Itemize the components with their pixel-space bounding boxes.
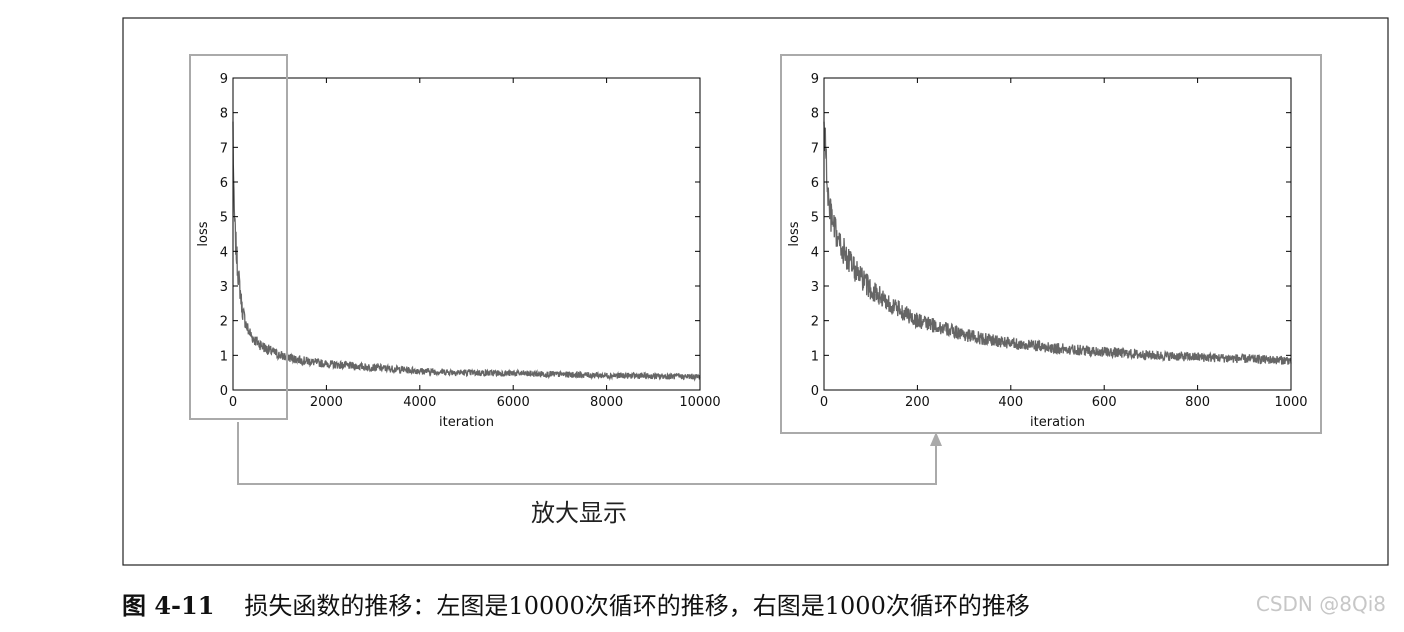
y-tick-label: 8: [811, 107, 819, 122]
y-axis-label: loss: [196, 221, 211, 246]
watermark: CSDN @8Qi8: [1255, 592, 1386, 616]
x-tick-label: 600: [1092, 395, 1117, 410]
x-tick-label: 2000: [310, 395, 343, 410]
y-tick-label: 6: [811, 176, 819, 191]
caption-text: 损失函数的推移：左图是10000次循环的推移，右图是1000次循环的推移: [244, 592, 1030, 620]
plot-area-frame: [232, 77, 701, 391]
y-axis-label: loss: [787, 221, 802, 246]
y-tick-label: 8: [220, 107, 228, 122]
y-tick-label: 3: [220, 280, 228, 295]
zoomed-chart-frame: [780, 54, 1322, 434]
x-tick-label: 800: [1185, 395, 1210, 410]
y-tick-label: 7: [811, 141, 819, 156]
x-tick-label: 0: [820, 395, 828, 410]
y-tick-label: 4: [811, 245, 819, 260]
figure-caption: 图 4-11 损失函数的推移：左图是10000次循环的推移，右图是1000次循环的…: [122, 586, 1030, 626]
y-tick-label: 2: [811, 315, 819, 330]
zoom-connector-line: [237, 422, 937, 485]
y-tick-label: 4: [220, 245, 228, 260]
x-tick-label: 400: [998, 395, 1023, 410]
y-tick-label: 1: [811, 349, 819, 364]
x-tick-label: 10000: [679, 395, 720, 410]
y-tick-label: 5: [811, 211, 819, 226]
caption-label: 图 4-11: [122, 591, 215, 620]
y-tick-label: 1: [220, 349, 228, 364]
x-tick-label: 200: [905, 395, 930, 410]
outer-frame: [122, 17, 1389, 566]
plot-area-frame: [823, 77, 1292, 391]
x-tick-label: 0: [229, 395, 237, 410]
y-tick-label: 2: [220, 315, 228, 330]
y-tick-label: 0: [220, 384, 228, 399]
loss-series-line: [232, 121, 701, 382]
y-tick-label: 5: [220, 211, 228, 226]
x-tick-label: 1000: [1274, 395, 1307, 410]
y-tick-label: 9: [811, 72, 819, 87]
annotation-zoom-label: 放大显示: [531, 499, 627, 527]
y-tick-label: 6: [220, 176, 228, 191]
loss-chart-10000: 0 1 2 3 4 5 6 7 8 9 0 2000 4000 6000 8000 10000 iteratio…: [196, 72, 721, 430]
y-tick-label: 3: [811, 280, 819, 295]
arrow-head-icon: [930, 432, 942, 446]
zoom-region-box: [189, 54, 288, 420]
x-tick-label: 8000: [590, 395, 623, 410]
loss-chart-1000: 0 1 2 3 4 5 6 7 8 9 0 200 400 600 800 1000 iteration loss: [787, 72, 1308, 430]
y-tick-label: 9: [220, 72, 228, 87]
y-tick-label: 0: [811, 384, 819, 399]
x-axis-label: iteration: [439, 415, 494, 430]
loss-series-line: [823, 121, 1292, 365]
x-axis-label: iteration: [1030, 415, 1085, 430]
x-tick-label: 6000: [497, 395, 530, 410]
y-tick-label: 7: [220, 141, 228, 156]
x-tick-label: 4000: [403, 395, 436, 410]
